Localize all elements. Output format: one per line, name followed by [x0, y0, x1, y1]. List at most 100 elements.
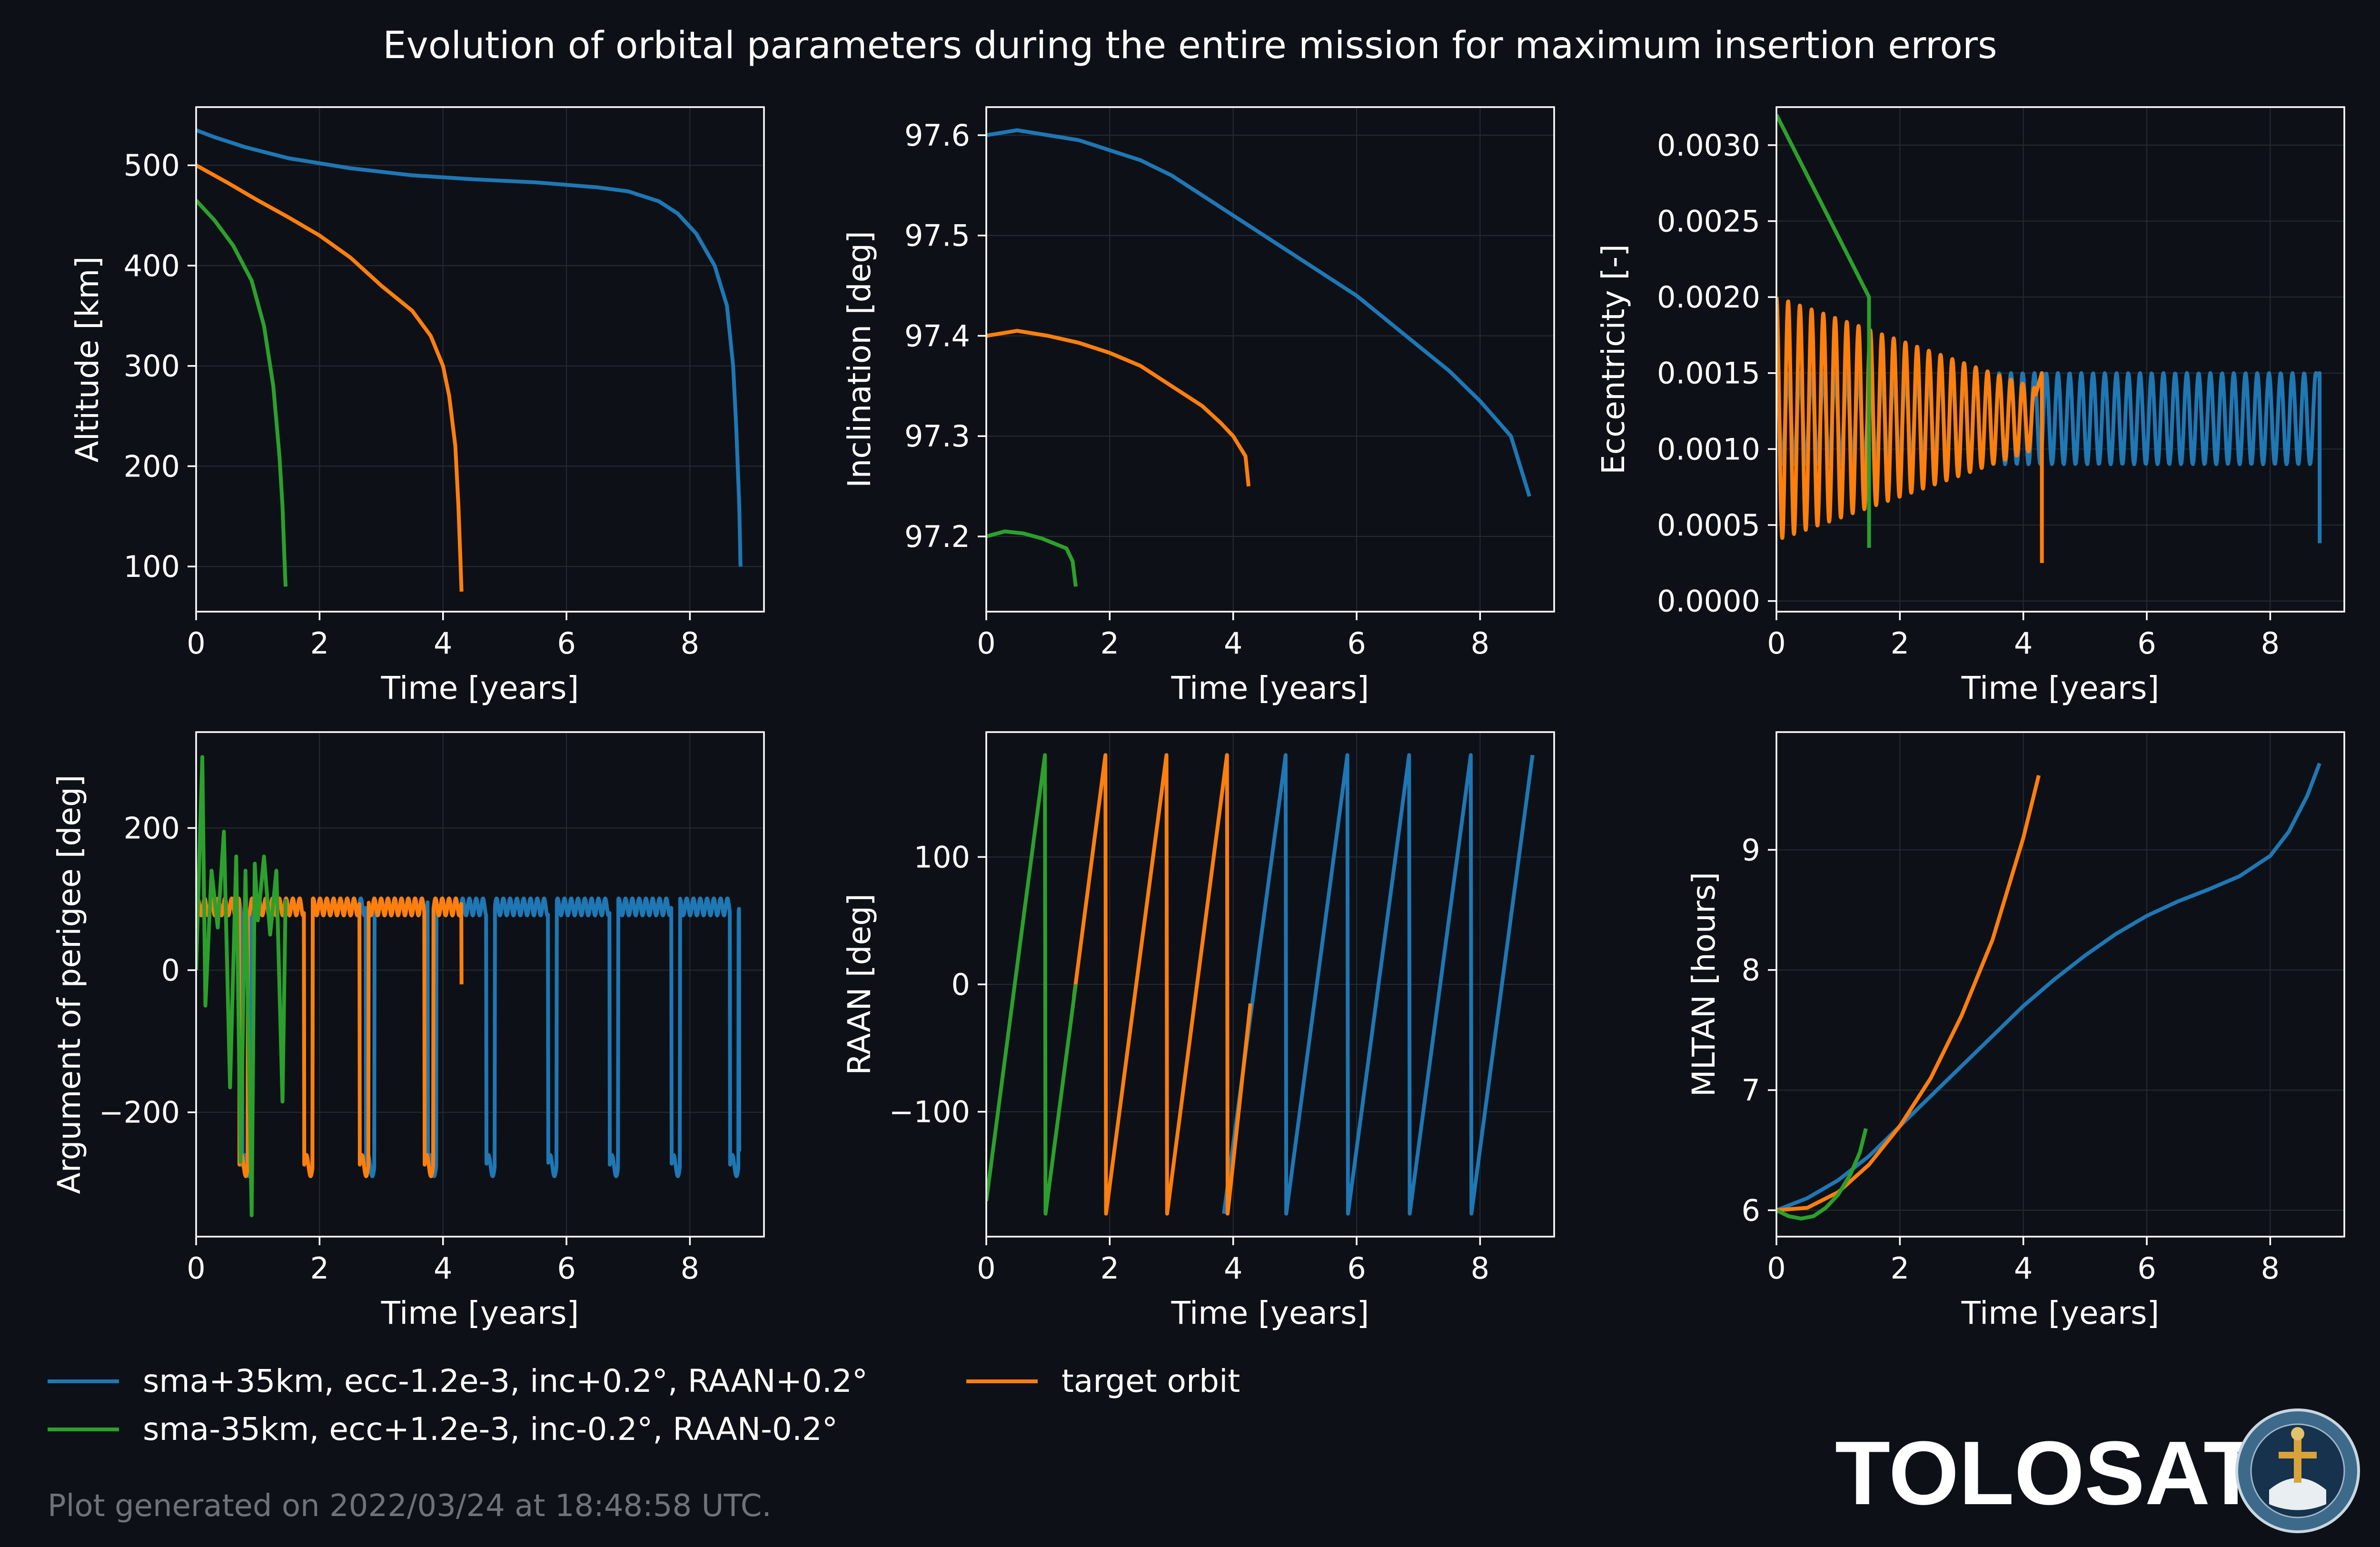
series-group	[1776, 763, 2321, 1221]
x-tick-label: 0	[977, 1251, 995, 1286]
x-tick-label: 6	[1347, 1251, 1366, 1286]
y-tick-label: 100	[124, 549, 180, 584]
y-tick-label: 0.0015	[1657, 356, 1760, 391]
series-line-2	[196, 163, 464, 592]
series-group	[986, 128, 1531, 587]
x-tick-label: 0	[187, 626, 205, 661]
series-line-3	[196, 199, 288, 587]
y-axis-label: Argument of perigee [deg]	[51, 775, 88, 1194]
series-line-1	[1776, 763, 2321, 1212]
x-tick-label: 6	[1347, 626, 1366, 661]
y-tick-label: 7	[1742, 1073, 1760, 1108]
axes-frame	[195, 731, 765, 1238]
x-tick-label: 6	[2137, 1251, 2156, 1286]
x-tick-label: 6	[557, 626, 575, 661]
legend-item: sma+35km, ecc-1.2e-3, inc+0.2°, RAAN+0.2…	[48, 1363, 868, 1399]
y-tick-label: 0.0000	[1657, 584, 1760, 619]
series-line-1	[986, 128, 1531, 497]
series-group	[196, 755, 742, 1218]
subplot-3: 0 2 4 6 8 0.0000 0.0005 0.0010 0.0015 0.0020 0.002…	[1595, 106, 2345, 706]
plot-area	[196, 732, 764, 1237]
plot-area	[986, 107, 1554, 612]
x-tick-label: 4	[1224, 1251, 1242, 1286]
legend-item: target orbit	[966, 1363, 1240, 1399]
legend-label: sma-35km, ecc+1.2e-3, inc-0.2°, RAAN-0.2…	[143, 1411, 838, 1448]
series-line-2	[1776, 774, 2041, 1212]
tolosat-logo-icon	[2235, 1408, 2360, 1533]
y-tick-label: 400	[124, 248, 180, 283]
x-tick-label: 8	[681, 1251, 699, 1286]
y-tick-label: 300	[124, 349, 180, 384]
x-tick-label: 6	[557, 1251, 575, 1286]
series-line-2	[1072, 753, 1252, 1216]
series-line-3	[986, 753, 1078, 1216]
subplot-6: 0 2 4 6 8 6 7 8 9 Time [years] MLTAN [hours]	[1686, 731, 2345, 1331]
series-line-3	[986, 529, 1078, 587]
figure-title: Evolution of orbital parameters during t…	[383, 24, 1997, 67]
y-tick-label: 0.0025	[1657, 204, 1760, 238]
series-line-1	[196, 128, 743, 567]
axes-frame	[195, 106, 765, 613]
y-tick-label: 97.4	[904, 318, 970, 353]
axes-frame	[1775, 106, 2345, 613]
plot-area	[196, 107, 764, 612]
generation-footer: Plot generated on 2022/03/24 at 18:48:58…	[48, 1488, 772, 1524]
y-tick-label: 0.0030	[1657, 128, 1760, 163]
y-axis-label: MLTAN [hours]	[1686, 872, 1722, 1097]
x-tick-label: 4	[434, 626, 452, 661]
y-tick-label: −100	[889, 1095, 970, 1130]
subplot-5: 0 2 4 6 8 −100 0 100 Time [years] RAAN [deg]	[841, 731, 1555, 1331]
x-tick-label: 2	[310, 1251, 329, 1286]
y-axis-label: RAAN [deg]	[841, 893, 878, 1075]
axes-frame	[985, 106, 1555, 613]
x-tick-label: 2	[1891, 626, 1909, 661]
axes-frame	[1775, 731, 2345, 1238]
series-line-1	[1222, 753, 1535, 1216]
series-line-3	[1776, 114, 1871, 548]
series-line-3	[196, 755, 288, 1218]
y-tick-label: 100	[914, 840, 970, 874]
y-axis-label: Inclination [deg]	[841, 231, 878, 488]
x-tick-label: 0	[1767, 626, 1785, 661]
series-group	[196, 128, 743, 592]
y-tick-label: 97.3	[904, 419, 970, 454]
y-tick-label: 0	[952, 967, 970, 1002]
y-tick-label: 200	[124, 449, 180, 484]
x-tick-label: 0	[977, 626, 995, 661]
y-tick-label: 200	[124, 811, 180, 846]
x-tick-label: 2	[1101, 1251, 1119, 1286]
series-line-2	[986, 328, 1251, 487]
x-tick-label: 2	[310, 626, 329, 661]
x-axis-label: Time [years]	[1171, 670, 1369, 706]
x-tick-label: 4	[1224, 626, 1242, 661]
x-tick-label: 4	[2014, 626, 2033, 661]
y-tick-label: 0	[161, 953, 180, 988]
legend: sma+35km, ecc-1.2e-3, inc+0.2°, RAAN+0.2…	[48, 1363, 1240, 1448]
y-tick-label: 97.2	[904, 519, 970, 554]
x-tick-label: 8	[681, 626, 699, 661]
y-tick-label: 0.0020	[1657, 280, 1760, 315]
legend-item: sma-35km, ecc+1.2e-3, inc-0.2°, RAAN-0.2…	[48, 1411, 838, 1448]
y-tick-label: 500	[124, 148, 180, 183]
x-axis-label: Time [years]	[381, 670, 579, 706]
y-axis-label: Altitude [km]	[69, 257, 106, 463]
y-tick-label: −200	[99, 1095, 180, 1130]
x-axis-label: Time [years]	[1171, 1295, 1369, 1331]
y-tick-label: 6	[1742, 1193, 1760, 1228]
legend-label: sma+35km, ecc-1.2e-3, inc+0.2°, RAAN+0.2…	[143, 1363, 868, 1399]
tolosat-brand-text: TOLOSAT	[1835, 1423, 2259, 1524]
y-tick-label: 0.0010	[1657, 432, 1760, 466]
y-tick-label: 8	[1742, 953, 1760, 988]
x-axis-label: Time [years]	[1961, 1295, 2160, 1331]
x-axis-label: Time [years]	[1961, 670, 2160, 706]
subplot-4: 0 2 4 6 8 −200 0 200 Time [years] Argument of per…	[51, 731, 765, 1331]
series-line-2	[1776, 297, 2044, 563]
series-group	[1776, 114, 2322, 563]
x-tick-label: 0	[187, 1251, 205, 1286]
x-tick-label: 8	[2261, 626, 2280, 661]
x-tick-label: 0	[1767, 1251, 1785, 1286]
x-tick-label: 4	[434, 1251, 452, 1286]
y-axis-label: Eccentricity [-]	[1595, 244, 1632, 475]
